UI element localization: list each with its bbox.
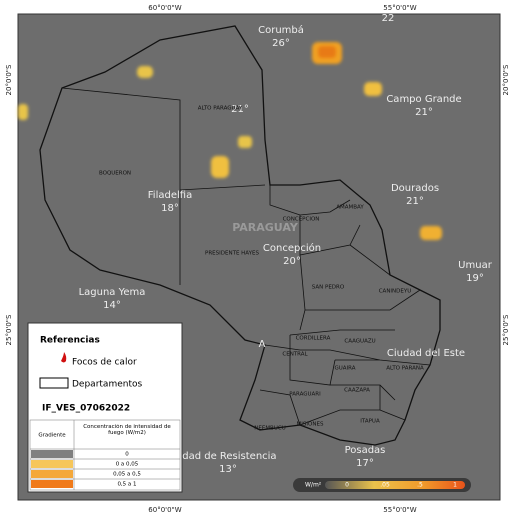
table-header: Gradiente — [38, 433, 66, 439]
city-name: Posadas — [345, 445, 386, 456]
city-name: Laguna Yema — [79, 287, 146, 298]
department-lines — [61, 87, 431, 426]
heat-spot — [364, 82, 382, 96]
table-row: 0 a 0,05 — [116, 462, 139, 468]
city-temp: 18° — [161, 203, 179, 214]
department-label: GUAIRA — [334, 366, 355, 372]
country-label: PARAGUAY — [232, 221, 299, 234]
city-name: A — [259, 339, 266, 350]
city-temp: 22 — [382, 13, 395, 24]
gradient-swatch — [31, 480, 73, 488]
layer-name: IF_VES_07062022 — [42, 404, 130, 414]
colorbar-label: .05 — [380, 482, 390, 489]
city-temp: 20° — [283, 256, 301, 267]
department-label: CANINDEYU — [379, 289, 412, 295]
department-label: BOQUERON — [99, 171, 131, 177]
colorbar-label: 0 — [345, 482, 349, 489]
department-label: PRESIDENTE HAYES — [205, 251, 259, 257]
table-header: Concentración de intensidad de fuego (W/… — [83, 424, 171, 436]
city-name: Umuar — [458, 260, 493, 271]
department-label: ALTO PARANA — [386, 366, 424, 372]
colorbar: W/m² 0 .05 .5 1 — [293, 478, 471, 492]
city-temp: 21° — [231, 104, 249, 115]
department-label: ALTO PARAGUAY — [198, 106, 243, 112]
gradient-swatch — [31, 450, 73, 458]
city-temp: 13° — [219, 464, 237, 475]
department-label: CENTRAL — [282, 352, 308, 358]
legend-item: Focos de calor — [72, 358, 137, 368]
department-label: SAN PEDRO — [312, 285, 345, 291]
legend-swatch — [39, 377, 69, 389]
department-label: MISIONES — [297, 422, 324, 428]
coord-label: 25°0'0"S — [502, 314, 510, 345]
coord-label: 20°0'0"S — [5, 64, 13, 95]
legend-table — [29, 419, 181, 491]
heat-spot — [18, 104, 28, 120]
table-row: 0,05 a 0,5 — [113, 472, 141, 478]
city-temp: 26° — [272, 38, 290, 49]
legend-item: Departamentos — [72, 380, 142, 390]
coord-label: 20°0'0"S — [502, 64, 510, 95]
city-name: Filadelfia — [148, 190, 192, 201]
colorbar-unit: W/m² — [305, 482, 322, 489]
colorbar-ramp — [325, 481, 465, 489]
city-temp: 17° — [356, 458, 374, 469]
city-name: Corumbá — [258, 24, 304, 36]
department-label: CAAZAPA — [344, 388, 370, 394]
department-label: CAAGUAZU — [344, 339, 375, 345]
legend: Referencias Focos de calor Departamentos… — [27, 322, 183, 493]
paraguay-border — [39, 25, 441, 446]
city-name: Ciudad del Este — [387, 348, 465, 359]
coord-label: 25°0'0"S — [5, 314, 13, 345]
heat-spot — [318, 46, 336, 58]
city-name: idad de Resistencia — [179, 451, 276, 462]
department-label: NEEMBUCU — [254, 426, 285, 432]
department-label: PARAGUARI — [289, 392, 321, 398]
colorbar-label: .5 — [417, 482, 423, 489]
gradient-swatch — [31, 460, 73, 468]
department-label: CONCEPCION — [283, 217, 320, 223]
colorbar-label: 1 — [453, 482, 457, 489]
city-name: Dourados — [391, 183, 439, 194]
table-header-text: Concentración de intensidad de fuego (W/… — [83, 424, 171, 436]
heat-spot — [420, 226, 442, 240]
coord-label: 60°0'0"W — [148, 4, 181, 12]
legend-title: Referencias — [40, 336, 100, 346]
city-name: Campo Grande — [386, 94, 461, 105]
heat-spot — [137, 66, 153, 78]
city-temp: 19° — [466, 273, 484, 284]
heat-spots — [18, 42, 442, 240]
table-row: 0,5 a 1 — [117, 482, 136, 488]
coord-label: 60°0'0"W — [148, 506, 181, 514]
coordinate-labels: 60°0'0"W 55°0'0"W 60°0'0"W 55°0'0"W 20°0… — [5, 4, 510, 514]
city-temp: 14° — [103, 300, 121, 311]
coord-label: 55°0'0"W — [383, 506, 416, 514]
table-row: 0 — [125, 452, 129, 458]
city-temp: 21° — [406, 196, 424, 207]
city-name: Concepción — [263, 242, 321, 254]
department-label: ITAPUA — [360, 419, 380, 425]
heat-spot — [238, 136, 252, 148]
coord-label: 55°0'0"W — [383, 4, 416, 12]
department-labels: ALTO PARAGUAY BOQUERON PRESIDENTE HAYES CON… — [99, 106, 424, 432]
city-labels: Corumbá 26° 22 Campo Grande 21° 21° Filadelfia… — [79, 13, 493, 475]
department-label: CORDILLERA — [296, 336, 331, 342]
city-temp: 21° — [415, 107, 433, 118]
heat-spot — [211, 156, 229, 178]
fire-icon — [61, 352, 67, 363]
department-label: AMAMBAY — [336, 205, 364, 211]
gradient-swatch — [31, 470, 73, 478]
